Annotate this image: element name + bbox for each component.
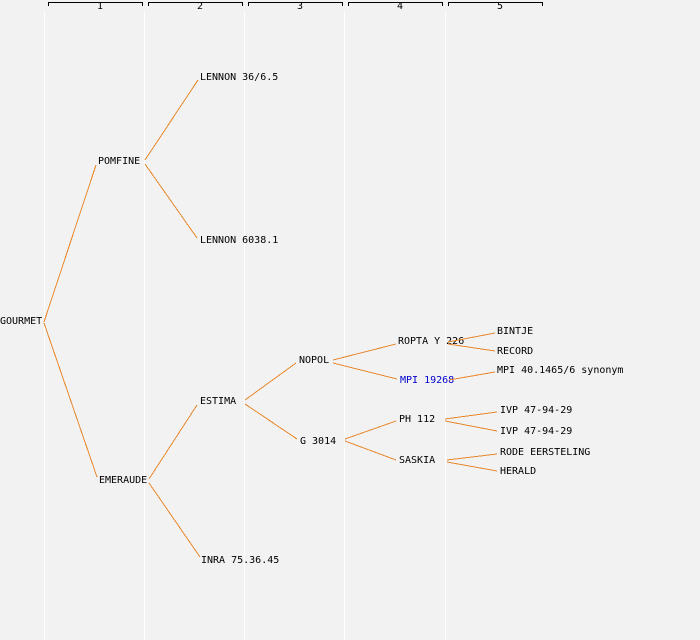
tree-node-g-3014[interactable]: G 3014 (300, 436, 337, 447)
tree-node-pomfine[interactable]: POMFINE (98, 156, 141, 167)
tree-node-estima[interactable]: ESTIMA (200, 396, 237, 407)
pedigree-edge-mpi-19268-mpi-40-1465-6 (448, 371, 496, 381)
column-gridline (445, 12, 446, 640)
column-number: 2 (196, 1, 204, 12)
tree-node-mpi-19268[interactable]: MPI 19268 (400, 375, 455, 386)
pedigree-edge-estima-g-3014 (244, 403, 298, 440)
pedigree-edge-ph-112-ivp-47-94-29-a (444, 411, 498, 420)
column-gridline (244, 12, 245, 640)
pedigree-edge-pomfine-lennon-6038-1 (144, 163, 198, 239)
pedigree-edge-ph-112-ivp-47-94-29-b (444, 420, 498, 432)
pedigree-edge-gourmet-emeraude (43, 322, 98, 478)
pedigree-edge-nopol-ropta-y-226 (332, 343, 397, 361)
pedigree-edge-gourmet-pomfine (43, 164, 97, 323)
tree-node-rode-eersteling[interactable]: RODE EERSTELING (500, 447, 591, 458)
tree-node-inra-75-36-45[interactable]: INRA 75.36.45 (201, 555, 280, 566)
tree-node-bintje[interactable]: BINTJE (497, 326, 534, 337)
column-number: 3 (296, 1, 304, 12)
column-bracket (148, 2, 243, 6)
column-bracket (48, 2, 143, 6)
tree-node-record[interactable]: RECORD (497, 346, 534, 357)
tree-node-lennon-6038-1[interactable]: LENNON 6038.1 (200, 235, 279, 246)
tree-node-herald[interactable]: HERALD (500, 466, 537, 477)
tree-node-lennon-36-6-5[interactable]: LENNON 36/6.5 (200, 72, 279, 83)
pedigree-edge-emeraude-estima (148, 404, 198, 480)
column-number: 4 (396, 1, 404, 12)
tree-node-ivp-47-94-29-b[interactable]: IVP 47-94-29 (500, 426, 573, 437)
column-gridline (144, 12, 145, 640)
column-gridline (44, 12, 45, 640)
tree-node-emeraude[interactable]: EMERAUDE (99, 475, 148, 486)
tree-node-ropta-y-226[interactable]: ROPTA Y 226 (398, 336, 465, 347)
column-gridline (344, 12, 345, 640)
column-number: 1 (96, 1, 104, 12)
column-bracket (448, 2, 543, 6)
pedigree-edge-pomfine-lennon-36-6-5 (144, 79, 199, 161)
column-number: 5 (496, 1, 504, 12)
tree-node-saskia[interactable]: SASKIA (399, 455, 436, 466)
column-bracket (248, 2, 343, 6)
tree-node-ph-112[interactable]: PH 112 (399, 414, 436, 425)
pedigree-edge-emeraude-inra-75-36-45 (148, 482, 201, 558)
column-bracket (348, 2, 443, 6)
tree-node-gourmet[interactable]: GOURMET (0, 316, 43, 327)
tree-node-mpi-40-1465-6[interactable]: MPI 40.1465/6 synonym (497, 365, 624, 376)
pedigree-edge-saskia-rode-eersteling (446, 453, 498, 461)
tree-node-nopol[interactable]: NOPOL (299, 355, 330, 366)
tree-node-ivp-47-94-29-a[interactable]: IVP 47-94-29 (500, 405, 573, 416)
pedigree-edge-estima-nopol (244, 362, 297, 401)
pedigree-edge-saskia-herald (446, 461, 498, 472)
pedigree-edge-g-3014-saskia (344, 440, 397, 461)
pedigree-edge-g-3014-ph-112 (344, 420, 397, 440)
pedigree-edge-nopol-mpi-19268 (332, 362, 398, 380)
